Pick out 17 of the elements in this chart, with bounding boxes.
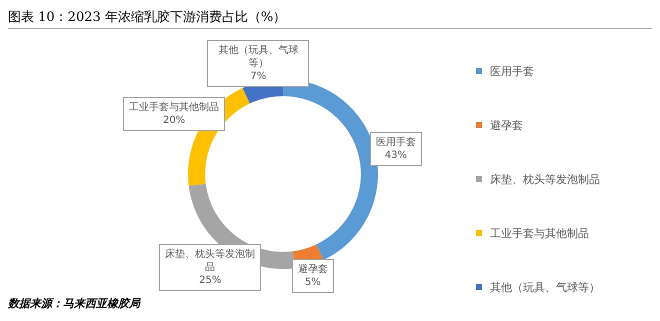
slice-label: 医用手套 bbox=[376, 136, 416, 149]
source-note: 数据来源：马来西亚橡胶局 bbox=[8, 296, 140, 311]
data-label: 5% bbox=[304, 276, 322, 290]
legend-label: 工业手套与其他制品 bbox=[490, 226, 589, 240]
data-label: 25% bbox=[198, 274, 222, 288]
data-label: 20% bbox=[162, 114, 186, 128]
chart-title: 图表 10：2023 年浓缩乳胶下游消费占比（%） bbox=[8, 9, 286, 26]
slice-label: 床垫、枕头等发泡制品 bbox=[165, 248, 256, 274]
slice-label: 工业手套与其他制品 bbox=[129, 101, 220, 114]
slice-label: 其他（玩具、气球等） bbox=[217, 44, 300, 70]
legend-label: 避孕套 bbox=[490, 118, 523, 132]
legend-label: 床垫、枕头等发泡制品 bbox=[490, 172, 600, 186]
slice-label: 避孕套 bbox=[298, 263, 328, 276]
data-label: 43% bbox=[384, 148, 408, 162]
legend-label: 医用手套 bbox=[490, 64, 534, 78]
legend-label: 其他（玩具、气球等） bbox=[490, 280, 600, 294]
data-label: 7% bbox=[249, 70, 268, 84]
